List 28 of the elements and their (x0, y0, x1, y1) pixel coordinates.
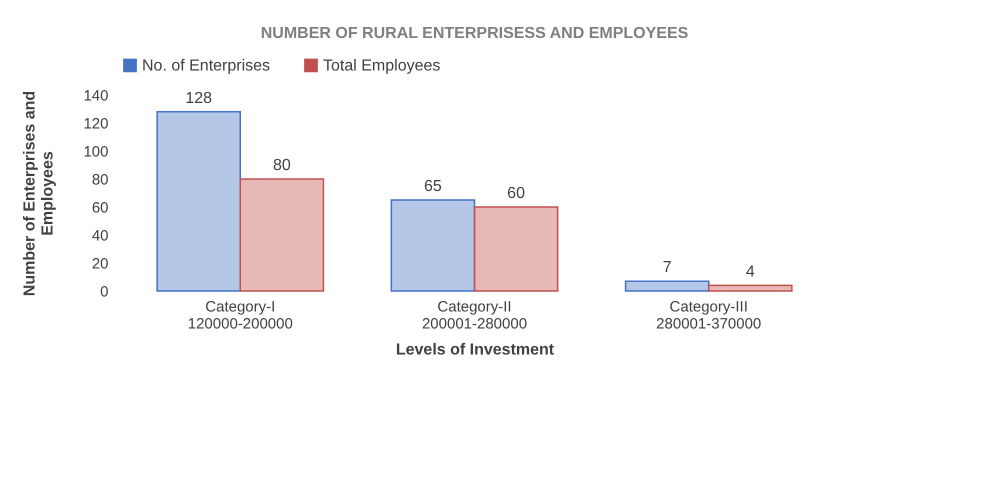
legend-label: No. of Enterprises (142, 57, 270, 74)
y-tick-label: 0 (100, 284, 108, 300)
data-label: 7 (662, 259, 672, 276)
x-tick-label: Category-II 200001-280000 (422, 298, 528, 332)
x-axis-title: Levels of Investment (396, 342, 555, 358)
data-label: 80 (272, 157, 291, 174)
bar (474, 206, 558, 292)
y-tick-label: 140 (83, 88, 108, 104)
data-label: 4 (746, 263, 755, 280)
bar (624, 280, 710, 292)
y-axis-title: Number of Enterprises and Employees (21, 90, 56, 296)
data-label: 65 (424, 178, 442, 195)
bar (708, 284, 793, 292)
y-tick-label: 60 (92, 200, 108, 216)
bar (156, 111, 242, 292)
y-tick-label: 100 (83, 144, 108, 160)
x-tick-label: Category-I 120000-200000 (188, 298, 293, 332)
data-label: 60 (507, 185, 526, 202)
x-tick-label: Category-III 280001-370000 (656, 298, 762, 332)
y-tick-label: 40 (92, 228, 108, 244)
chart-title: NUMBER OF RURAL ENTERPRISESS AND EMPLOYEES (260, 25, 689, 42)
legend-label: Total Employees (323, 57, 440, 74)
data-label: 128 (185, 90, 212, 107)
y-tick-label: 120 (83, 116, 108, 132)
bar (240, 178, 324, 292)
y-tick-label: 80 (92, 172, 108, 188)
bar (390, 199, 476, 292)
y-tick-label: 20 (92, 256, 108, 272)
